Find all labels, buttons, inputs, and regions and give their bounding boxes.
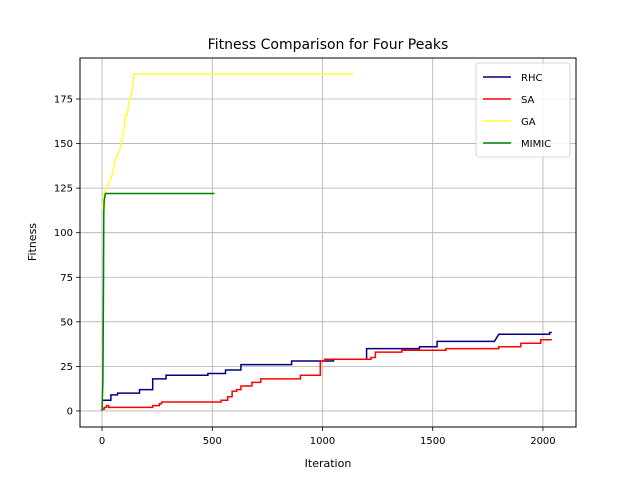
legend-label-rhc: RHC xyxy=(521,73,542,84)
x-tick-label: 2000 xyxy=(530,436,555,447)
series-line-rhc xyxy=(102,331,552,402)
series-line-mimic xyxy=(101,192,215,412)
axis-ticks: 0 500 1000 1500 2000 0 25 50 75 100 125 150 175 xyxy=(54,95,556,448)
y-tick-label: 0 xyxy=(67,406,73,417)
x-axis-label: Iteration xyxy=(305,457,352,470)
legend-box xyxy=(475,62,571,158)
y-tick-label: 50 xyxy=(60,317,73,328)
series-line-sa xyxy=(102,338,552,410)
y-axis-label: Fitness xyxy=(26,223,39,261)
x-tick-label: 1000 xyxy=(310,436,335,447)
legend: RHC SA GA MIMIC xyxy=(475,62,571,158)
legend-label-ga: GA xyxy=(521,117,536,128)
x-tick-label: 1500 xyxy=(420,436,445,447)
x-tick-label: 0 xyxy=(99,436,105,447)
y-tick-label: 175 xyxy=(54,95,73,106)
y-tick-label: 125 xyxy=(54,184,73,195)
legend-label-mimic: MIMIC xyxy=(521,139,551,150)
legend-label-sa: SA xyxy=(521,95,535,106)
y-tick-label: 100 xyxy=(54,228,73,239)
series-lines xyxy=(101,73,552,412)
y-tick-label: 25 xyxy=(60,362,73,373)
y-tick-label: 75 xyxy=(60,273,73,284)
y-tick-label: 150 xyxy=(54,139,73,150)
chart-title: Fitness Comparison for Four Peaks xyxy=(208,37,449,53)
series-line-ga xyxy=(101,73,354,210)
x-tick-label: 500 xyxy=(203,436,222,447)
plot-area-frame xyxy=(79,57,577,428)
